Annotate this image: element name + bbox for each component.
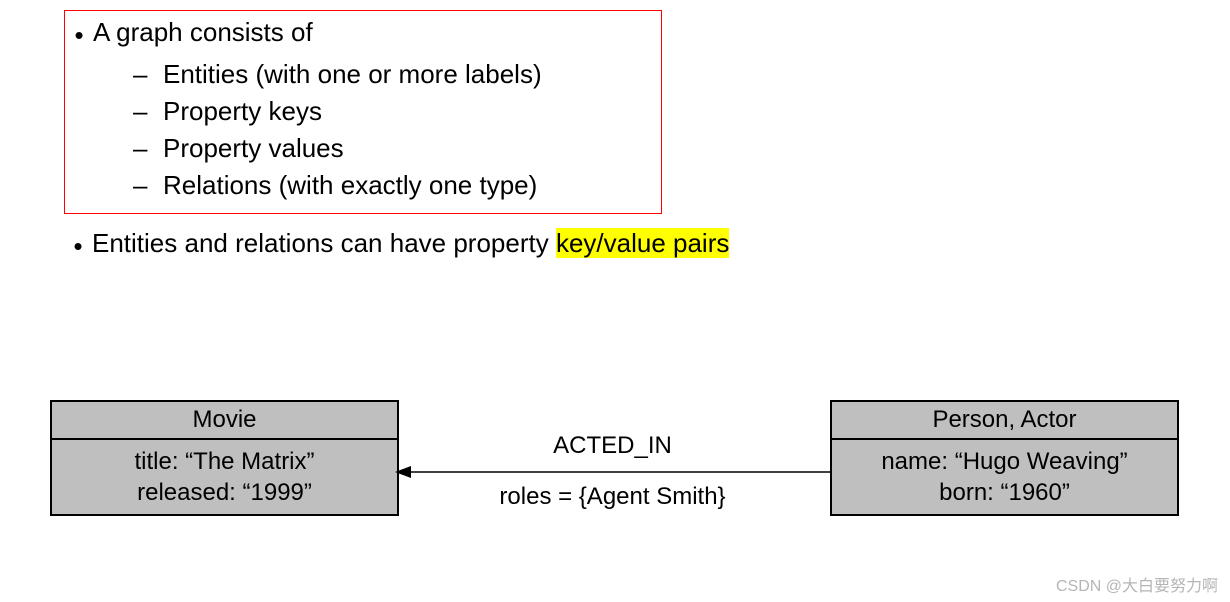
node-person-body: name: “Hugo Weaving” born: “1960” [832, 440, 1177, 514]
bullet-sub-0: – Entities (with one or more labels) [65, 59, 645, 90]
bullet-main-1: • Entities and relations can have proper… [64, 228, 1190, 264]
sub-text: Entities (with one or more labels) [163, 59, 542, 90]
red-outline-box: • A graph consists of – Entities (with o… [64, 10, 662, 214]
edge-label: ACTED_IN roles = {Agent Smith} [395, 430, 830, 512]
bullet-marker: • [65, 17, 93, 53]
node-person-prop-born: born: “1960” [832, 477, 1177, 508]
bullet-list: • A graph consists of – Entities (with o… [0, 0, 1230, 264]
dash-marker: – [133, 133, 163, 163]
sub-text: Relations (with exactly one type) [163, 170, 537, 201]
dash-marker: – [133, 170, 163, 200]
highlighted-text: key/value pairs [556, 228, 729, 258]
node-person-prop-name: name: “Hugo Weaving” [832, 446, 1177, 477]
bullet-sub-2: – Property values [65, 133, 645, 164]
node-movie-header: Movie [52, 402, 397, 440]
edge-label-type: ACTED_IN [395, 430, 830, 461]
sub-text: Property keys [163, 96, 322, 127]
node-movie: Movie title: “The Matrix” released: “199… [50, 400, 399, 516]
graph-diagram: Movie title: “The Matrix” released: “199… [50, 400, 1180, 570]
bullet-text-pre: Entities and relations can have property [92, 228, 556, 258]
node-movie-prop-released: released: “1999” [52, 477, 397, 508]
bullet-marker: • [64, 228, 92, 264]
edge-label-props: roles = {Agent Smith} [395, 481, 830, 512]
node-person-header: Person, Actor [832, 402, 1177, 440]
bullet-text: Entities and relations can have property… [92, 228, 729, 259]
node-person: Person, Actor name: “Hugo Weaving” born:… [830, 400, 1179, 516]
sub-text: Property values [163, 133, 344, 164]
node-movie-prop-title: title: “The Matrix” [52, 446, 397, 477]
dash-marker: – [133, 59, 163, 89]
bullet-text: A graph consists of [93, 17, 313, 48]
bullet-sub-3: – Relations (with exactly one type) [65, 170, 645, 201]
node-movie-body: title: “The Matrix” released: “1999” [52, 440, 397, 514]
dash-marker: – [133, 96, 163, 126]
bullet-main-0: • A graph consists of [65, 17, 645, 53]
watermark: CSDN @大白要努力啊 [1056, 572, 1218, 596]
bullet-sub-1: – Property keys [65, 96, 645, 127]
